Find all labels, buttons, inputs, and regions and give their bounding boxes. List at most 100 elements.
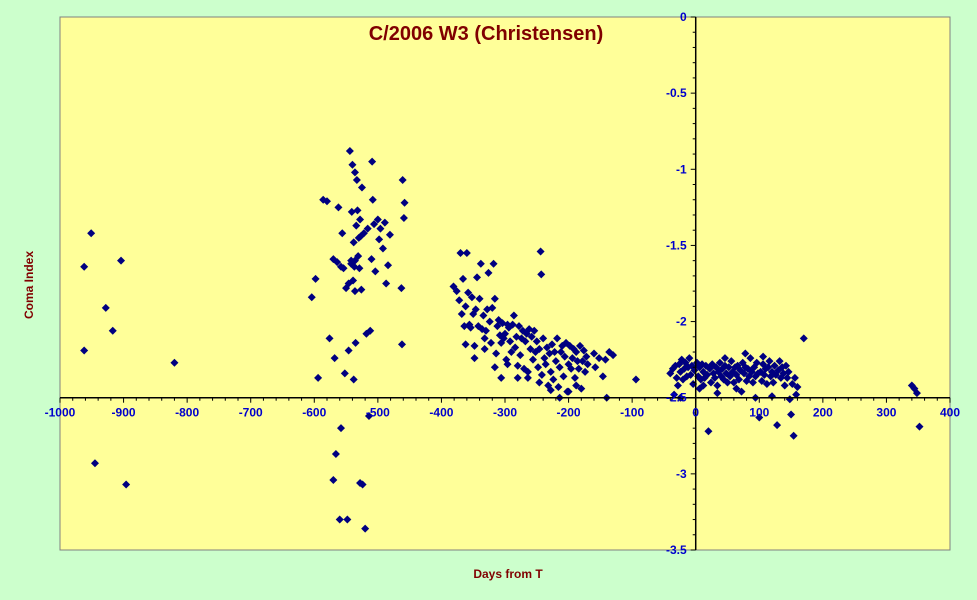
data-point [781,361,790,370]
data-point [352,221,361,230]
data-point [336,424,345,433]
data-point [793,383,802,392]
data-point [631,375,640,384]
data-point [686,370,695,379]
data-point [484,268,493,277]
data-point [727,357,736,366]
data-point [350,287,359,296]
data-point [559,372,568,381]
x-tick-label: 0 [692,406,699,420]
data-point [609,351,618,360]
data-point [461,302,470,311]
data-point [729,378,738,387]
data-point [511,343,520,352]
data-point [579,346,588,355]
data-point [590,349,598,358]
data-point [514,322,523,331]
data-point [344,346,353,355]
data-point [551,357,560,366]
data-point [555,363,564,372]
data-point [330,354,339,363]
data-point [366,326,375,335]
data-point [526,344,535,353]
data-point [710,373,719,382]
data-point [787,410,796,419]
data-point [775,357,784,366]
data-point [470,354,479,363]
chart-title: C/2006 W3 (Christensen) [369,23,604,45]
data-point [351,338,360,347]
y-tick-label: -1 [676,162,687,176]
data-point [338,229,347,238]
data-point [542,343,551,352]
data-point [501,329,509,338]
data-point [912,389,921,398]
data-point [523,367,532,376]
data-point [325,334,334,343]
y-tick-label: -2 [676,315,687,329]
data-point [576,341,585,350]
plot-area [59,16,951,551]
data-point [311,274,320,283]
data-point [319,195,328,204]
data-point [347,207,356,216]
data-point [513,361,522,370]
data-point [347,259,356,268]
data-point [503,360,512,369]
x-tick-label: 200 [813,406,833,420]
data-point [527,332,536,341]
data-point [535,378,544,387]
data-point [481,326,490,335]
data-point [455,296,464,305]
data-point [792,390,801,399]
data-point [915,422,924,431]
data-point [724,363,733,372]
x-tick-label: 400 [940,406,960,420]
data-point [370,220,379,229]
data-point [765,357,774,366]
data-point [673,381,682,390]
data-point [461,340,470,349]
data-point [704,427,713,436]
data-point [329,475,338,484]
data-point [554,383,563,392]
data-point [755,413,764,422]
data-point [335,515,344,524]
data-point [459,274,468,283]
data-point [748,378,757,387]
data-point [122,480,131,489]
data-point [333,258,342,267]
x-tick-label: -800 [175,406,199,420]
data-point [595,354,604,363]
data-point [462,249,471,258]
x-tick-label: -400 [429,406,453,420]
data-point [783,373,792,382]
y-tick-label: -0.5 [666,86,687,100]
data-point [492,349,501,358]
y-axis-title: Coma Index [22,251,36,319]
data-point [373,215,382,224]
data-point [349,238,358,247]
data-point [601,355,610,364]
data-point [466,323,475,332]
data-point [734,375,743,384]
y-tick-label: -3 [676,467,687,481]
data-point [546,386,555,395]
data-point [567,364,576,373]
data-point [799,334,808,343]
data-point [509,311,518,320]
data-point [790,373,799,382]
data-point [577,384,586,393]
data-point [349,375,358,384]
data-point [672,373,681,382]
data-point [375,235,384,244]
data-point [101,303,110,312]
data-point [773,421,782,430]
data-point [703,370,712,379]
data-point [757,376,766,385]
data-point [581,367,590,376]
x-axis-title: Days from T [473,567,543,581]
data-point [528,355,537,364]
data-point [378,244,387,253]
data-point [513,373,522,382]
